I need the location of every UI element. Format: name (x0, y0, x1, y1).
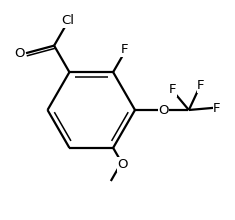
Text: F: F (197, 79, 205, 92)
Text: O: O (158, 103, 169, 117)
Text: O: O (117, 158, 128, 171)
Text: O: O (14, 47, 24, 60)
Text: Cl: Cl (62, 14, 75, 27)
Text: F: F (169, 83, 176, 96)
Text: F: F (121, 43, 128, 56)
Text: F: F (213, 102, 221, 115)
